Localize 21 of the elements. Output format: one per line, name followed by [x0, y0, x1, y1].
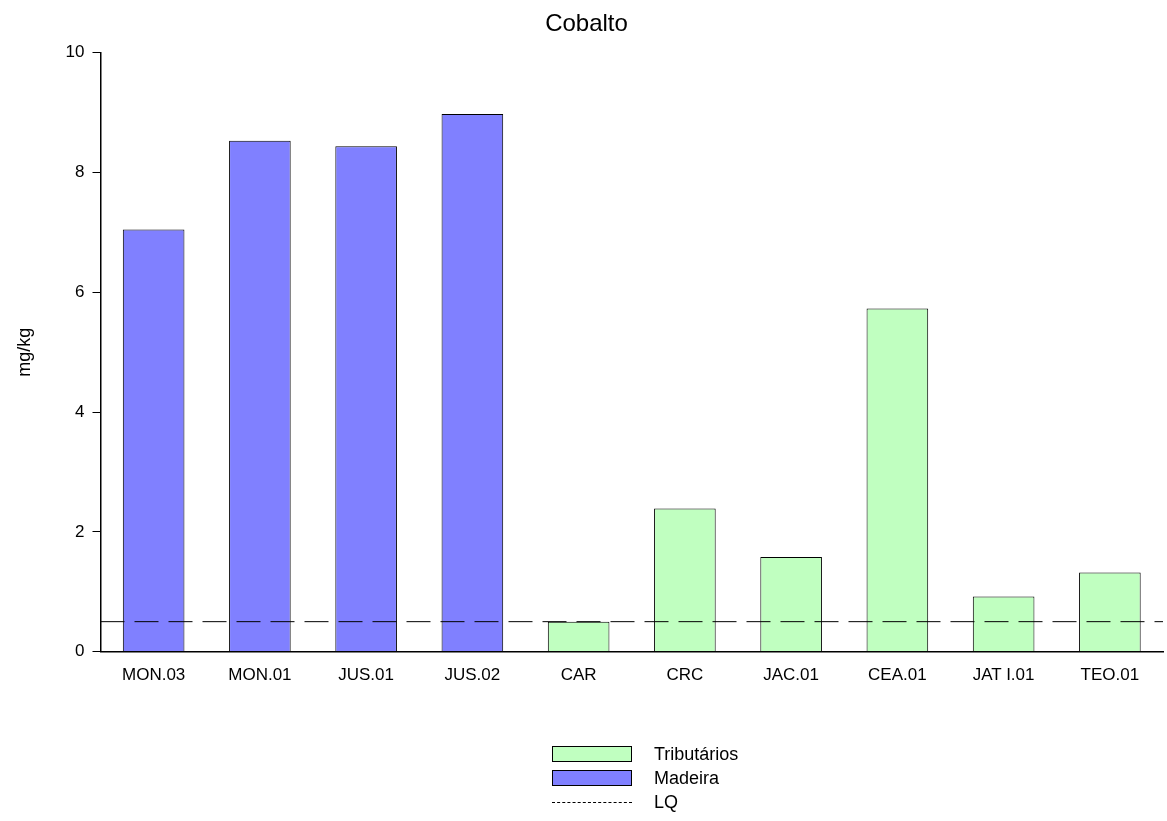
y-tick-label: 4	[75, 401, 85, 421]
y-axis-title: mg/kg	[13, 327, 34, 377]
y-tick-label: 8	[75, 162, 85, 182]
x-tick-label: JAC.01	[763, 665, 819, 685]
x-tick-label: JAT I.01	[972, 665, 1035, 685]
y-tick-label: 10	[65, 42, 85, 62]
y-tick-label: 0	[75, 641, 85, 661]
x-tick-label: MON.01	[228, 665, 292, 685]
x-tick-label: CEA.01	[868, 665, 927, 685]
x-tick-label: MON.03	[121, 665, 186, 685]
x-tick-label: TEO.01	[1080, 665, 1140, 685]
chart-title: Cobalto	[545, 9, 628, 37]
y-tick-label: 6	[75, 282, 85, 302]
x-tick-label: JUS.02	[444, 665, 501, 685]
legend-label: LQ	[654, 791, 679, 813]
x-tick-label: CAR	[560, 665, 597, 685]
legend-label: Madeira	[654, 767, 720, 789]
x-tick-label: CRC	[666, 665, 704, 685]
x-tick-label: JUS.01	[338, 665, 395, 685]
y-tick-label: 2	[75, 521, 85, 541]
legend-label: Tributários	[654, 743, 739, 765]
